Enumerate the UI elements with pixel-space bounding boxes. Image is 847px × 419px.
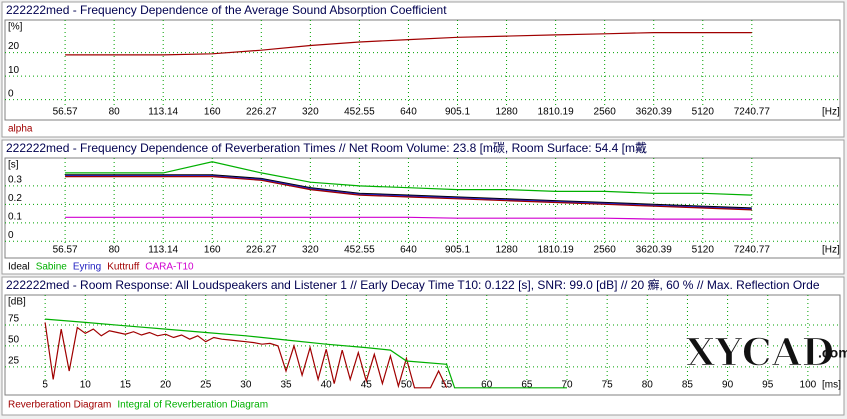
- x-tick-label: 85: [682, 380, 694, 391]
- x-tick-label: 100: [800, 380, 817, 391]
- x-tick-label: 113.14: [148, 107, 178, 118]
- x-unit: [ms]: [822, 380, 841, 391]
- x-tick-label: 1810.19: [538, 245, 575, 256]
- y-unit: [s]: [8, 160, 19, 171]
- x-unit: [Hz]: [822, 107, 840, 118]
- chart-title: 222222med - Room Response: All Loudspeak…: [6, 277, 820, 292]
- y-tick-label: 0.1: [8, 211, 22, 222]
- series-line: [65, 174, 752, 209]
- y-tick-label: 0: [8, 230, 14, 241]
- plot-frame: [4, 294, 841, 396]
- x-tick-label: 35: [280, 380, 292, 391]
- x-tick-label: 80: [109, 107, 121, 118]
- legend-entry: alpha: [8, 124, 33, 135]
- x-tick-label: 50: [401, 380, 413, 391]
- series-line: [65, 32, 752, 56]
- x-tick-label: 113.14: [148, 245, 178, 256]
- x-tick-label: 20: [160, 380, 172, 391]
- x-tick-label: 75: [602, 380, 614, 391]
- x-tick-label: 70: [561, 380, 573, 391]
- x-tick-label: 1280: [495, 245, 518, 256]
- x-tick-label: 905.1: [445, 107, 470, 118]
- x-tick-label: 45: [361, 380, 373, 391]
- x-tick-label: 60: [481, 380, 493, 391]
- y-tick-label: 10: [8, 65, 20, 76]
- y-tick-label: 25: [8, 355, 20, 366]
- x-tick-label: 25: [200, 380, 212, 391]
- y-tick-label: 50: [8, 335, 20, 346]
- x-tick-label: 226.27: [246, 107, 277, 118]
- legend-entry: Ideal: [8, 262, 30, 273]
- x-tick-label: 5120: [692, 245, 715, 256]
- x-tick-label: 7240.77: [734, 107, 771, 118]
- watermark-suffix: .com: [818, 345, 847, 361]
- plot-frame: [4, 19, 841, 121]
- x-tick-label: 5120: [692, 107, 715, 118]
- x-tick-label: 1280: [495, 107, 518, 118]
- y-tick-label: 0.2: [8, 193, 22, 204]
- x-tick-label: 640: [400, 245, 417, 256]
- x-unit: [Hz]: [822, 245, 840, 256]
- x-tick-label: 40: [321, 380, 333, 391]
- series-line: [65, 161, 752, 196]
- series-line: [65, 216, 752, 220]
- x-tick-label: 80: [642, 380, 654, 391]
- x-tick-label: 80: [109, 245, 121, 256]
- series-line: [65, 176, 752, 211]
- y-tick-label: 0.3: [8, 175, 22, 186]
- x-tick-label: 3620.39: [636, 245, 673, 256]
- x-tick-label: 1810.19: [538, 107, 575, 118]
- x-tick-label: 55: [441, 380, 453, 391]
- y-tick-label: 75: [8, 314, 20, 325]
- chart-title: 222222med - Frequency Dependence of the …: [6, 3, 447, 17]
- legend-entry: Kuttruff: [107, 262, 139, 273]
- series-line: [45, 318, 567, 389]
- y-tick-label: 0: [8, 88, 14, 99]
- y-unit: [%]: [8, 22, 23, 33]
- x-tick-label: 2560: [594, 107, 617, 118]
- x-tick-label: 160: [204, 245, 221, 256]
- chart-title: 222222med - Frequency Dependence of Reve…: [6, 140, 647, 155]
- x-tick-label: 90: [722, 380, 734, 391]
- x-tick-label: 7240.77: [734, 245, 771, 256]
- y-unit: [dB]: [8, 297, 26, 308]
- legend-entry: Reverberation Diagram: [8, 400, 111, 411]
- x-tick-label: 15: [120, 380, 132, 391]
- x-tick-label: 320: [302, 107, 319, 118]
- legend-entry: Integral of Reverberation Diagram: [117, 400, 268, 411]
- legend-entry: CARA-T10: [145, 262, 194, 273]
- x-tick-label: 65: [521, 380, 533, 391]
- x-tick-label: 56.57: [53, 245, 78, 256]
- watermark: XYCAD: [686, 330, 835, 375]
- x-tick-label: 95: [762, 380, 774, 391]
- series-line: [44, 322, 448, 389]
- x-tick-label: 5: [42, 380, 48, 391]
- x-tick-label: 160: [204, 107, 221, 118]
- x-tick-label: 452.55: [344, 107, 375, 118]
- x-tick-label: 2560: [594, 245, 617, 256]
- x-tick-label: 56.57: [53, 107, 78, 118]
- x-tick-label: 452.55: [344, 245, 375, 256]
- y-tick-label: 20: [8, 41, 20, 52]
- x-tick-label: 30: [240, 380, 252, 391]
- x-tick-label: 640: [400, 107, 417, 118]
- x-tick-label: 10: [80, 380, 92, 391]
- x-tick-label: 320: [302, 245, 319, 256]
- x-tick-label: 3620.39: [636, 107, 673, 118]
- legend-entry: Sabine: [36, 262, 68, 273]
- x-tick-label: 226.27: [246, 245, 277, 256]
- series-line: [65, 175, 752, 210]
- legend-entry: Eyring: [73, 262, 101, 273]
- x-tick-label: 905.1: [445, 245, 470, 256]
